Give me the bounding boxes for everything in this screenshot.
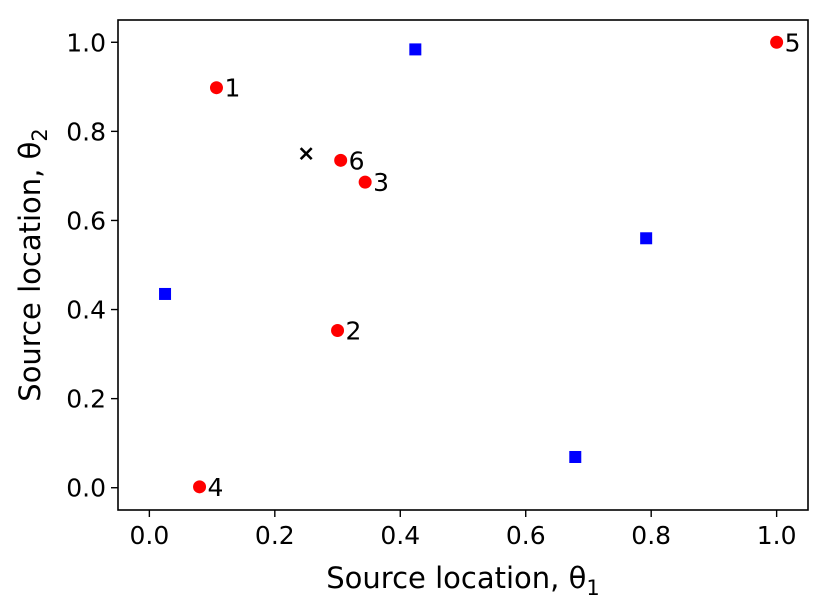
x-tick-label: 0.6 [506, 521, 546, 550]
plot-area [118, 20, 808, 510]
y-tick-label: 0.6 [66, 206, 106, 235]
data-point-label: 1 [224, 74, 240, 103]
data-point-square [569, 450, 582, 463]
x-axis-label-subscript: 1 [586, 576, 599, 600]
plot-frame [117, 19, 809, 511]
x-tick-label: 1.0 [757, 521, 797, 550]
data-point-circle [334, 153, 348, 167]
x-tick-label: 0.2 [255, 521, 295, 550]
x-axis-label: Source location, θ1 [326, 561, 599, 600]
y-tick-label: 0.2 [66, 385, 106, 414]
y-axis-label: Source location, θ2 [13, 128, 52, 401]
x-axis-ticks: 0.0 0.2 0.4 0.6 0.8 1.0 [129, 510, 797, 550]
y-axis-label-subscript: 2 [28, 128, 52, 141]
data-point-square [159, 287, 172, 300]
data-point-label: 4 [208, 473, 224, 502]
data-point-square [409, 43, 422, 56]
x-tick-label: 0.0 [129, 521, 169, 550]
y-tick-label: 0.4 [66, 296, 106, 325]
data-point-label: 6 [349, 146, 365, 175]
data-point-circle [331, 323, 345, 337]
x-tick-label: 0.4 [380, 521, 420, 550]
data-point-circle [358, 175, 372, 189]
y-tick-label: 1.0 [66, 28, 106, 57]
data-marks: 1 2 3 4 5 6 [159, 28, 801, 502]
y-tick-label: 0.0 [66, 474, 106, 503]
data-point-circle [209, 81, 223, 95]
data-point-cross [299, 147, 313, 161]
data-point-square [640, 232, 653, 245]
data-point-circle [193, 480, 207, 494]
y-axis-ticks: 0.0 0.2 0.4 0.6 0.8 1.0 [66, 28, 118, 503]
y-tick-label: 0.8 [66, 117, 106, 146]
data-point-label: 3 [373, 168, 389, 197]
data-point-label: 2 [346, 316, 362, 345]
x-tick-label: 0.8 [631, 521, 671, 550]
data-point-label: 5 [785, 28, 801, 57]
data-point-circle [770, 35, 784, 49]
